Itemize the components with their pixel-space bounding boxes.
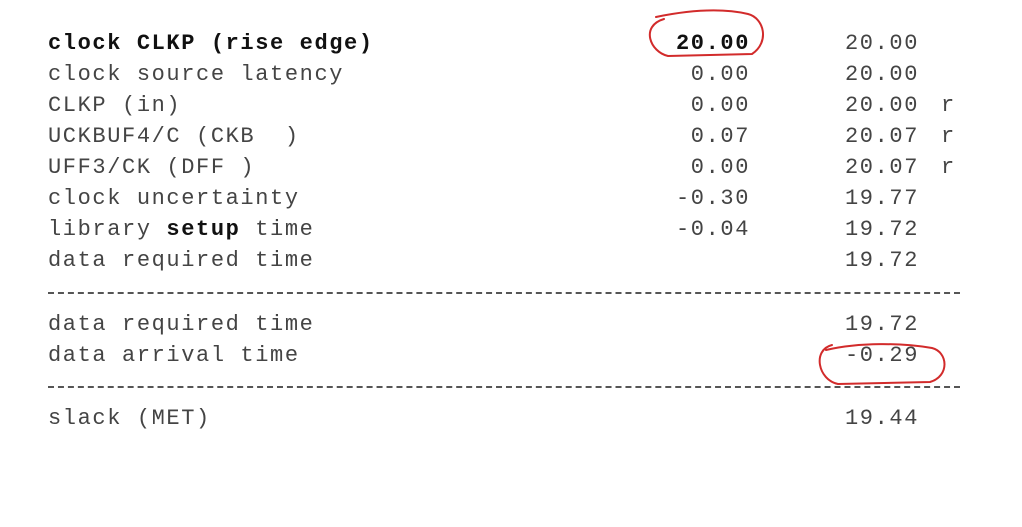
report-row-library-setup: library setup time -0.04 19.72	[48, 214, 917, 245]
report-row-source-latency: clock source latency 0.00 20.00	[48, 59, 917, 90]
row-incr-value: 0.07	[690, 124, 750, 149]
report-row-clkp-in: CLKP (in) 0.00 20.00 r	[48, 90, 954, 121]
row-description: data required time	[48, 248, 315, 273]
row-description: UCKBUF4/C (CKB )	[48, 124, 300, 149]
row-edge-flag: r	[941, 93, 956, 118]
row-edge-flag: r	[941, 124, 956, 149]
summary-row-required: data required time 19.72	[48, 309, 917, 340]
row-description: clock source latency	[48, 62, 345, 87]
row-path-value: 19.72	[844, 217, 919, 242]
row-path-value: 20.00	[844, 31, 919, 56]
row-description: clock uncertainty	[48, 186, 300, 211]
row-path-value: 20.07	[844, 124, 919, 149]
slack-row: slack (MET) 19.44	[48, 403, 917, 434]
row-description: CLKP (in)	[48, 93, 182, 118]
dashed-separator	[48, 292, 960, 294]
report-row-ckbuf: UCKBUF4/C (CKB ) 0.07 20.07 r	[48, 121, 954, 152]
summary-row-arrival: data arrival time -0.29	[48, 340, 917, 371]
row-description: UFF3/CK (DFF )	[48, 155, 256, 180]
row-edge-flag: r	[941, 155, 956, 180]
report-row-clock-edge: clock CLKP (rise edge) 20.00 20.00	[48, 28, 917, 59]
summary-value: -0.29	[844, 343, 919, 368]
summary-value: 19.72	[844, 312, 919, 337]
dashed-separator	[48, 386, 960, 388]
summary-label: data arrival time	[48, 343, 300, 368]
row-description: clock CLKP (rise edge)	[48, 31, 374, 56]
timing-report: clock CLKP (rise edge) 20.00 20.00 clock…	[48, 9, 960, 434]
row-incr-value: 0.00	[690, 155, 750, 180]
row-incr-value: 0.00	[690, 62, 750, 87]
row-incr-value: -0.04	[675, 217, 750, 242]
row-path-value: 20.07	[844, 155, 919, 180]
row-path-value: 19.77	[844, 186, 919, 211]
report-row-uff3-ck: UFF3/CK (DFF ) 0.00 20.07 r	[48, 152, 954, 183]
slack-label: slack (MET)	[48, 406, 211, 431]
report-row-data-required: data required time 19.72	[48, 245, 917, 276]
row-path-value: 20.00	[844, 62, 919, 87]
row-path-value: 19.72	[844, 248, 919, 273]
report-row-clock-uncertainty: clock uncertainty -0.30 19.77	[48, 183, 917, 214]
slack-value: 19.44	[844, 406, 919, 431]
row-path-value: 20.00	[844, 93, 919, 118]
summary-label: data required time	[48, 312, 315, 337]
row-incr-value: -0.30	[675, 186, 750, 211]
row-incr-value: 0.00	[690, 93, 750, 118]
row-description: library setup time	[48, 217, 315, 242]
